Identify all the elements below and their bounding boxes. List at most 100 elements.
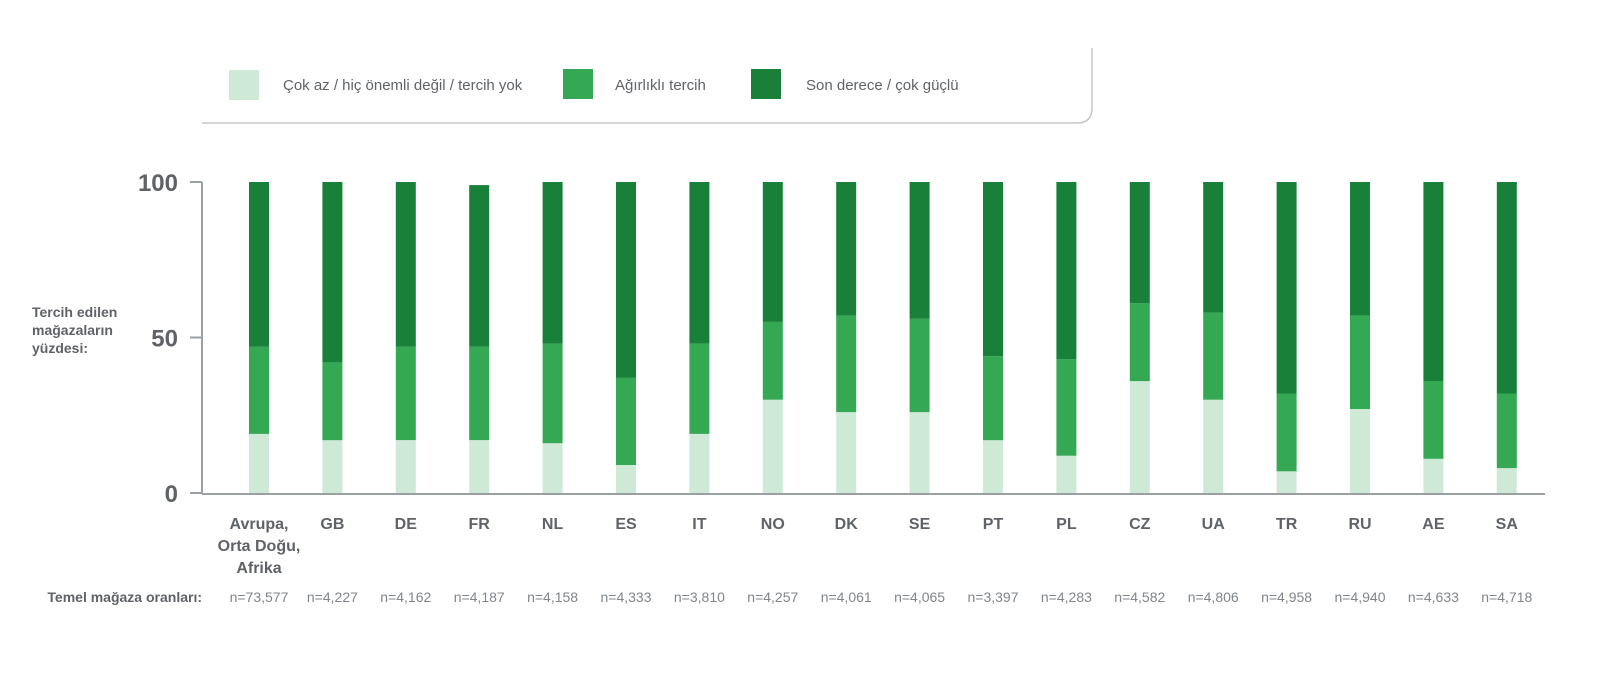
bar-segment (1203, 312, 1224, 400)
sample-size-labels: n=73,577 n=4,227 n=4,162 n=4,187 n=4,158 n=4,… (230, 589, 1533, 605)
y-tick-label: 0 (165, 481, 178, 508)
x-tick-label: FR (469, 516, 491, 533)
bar-segment (542, 182, 563, 344)
bar-segment (689, 343, 710, 434)
bar-segment (762, 399, 783, 493)
sample-size-label: n=4,718 (1481, 589, 1532, 605)
sample-size-label: n=4,061 (821, 589, 872, 605)
bar-segment (1056, 455, 1077, 493)
sample-size-label: n=4,257 (747, 589, 798, 605)
y-axis-label-line-1: Tercih edilen (32, 304, 117, 320)
sample-size-label: n=4,283 (1041, 589, 1092, 605)
bar-segment (909, 318, 930, 413)
y-tick-label: 100 (138, 170, 178, 197)
y-axis-label-line-2: mağazaların (32, 322, 113, 338)
sample-size-label: n=4,806 (1188, 589, 1239, 605)
x-tick-label: Avrupa, Orta Doğu, Afrika (218, 516, 301, 577)
bar-segment (1350, 315, 1370, 409)
x-tick-label: TR (1276, 516, 1298, 533)
bar-segment (1276, 393, 1297, 472)
sample-size-label: n=4,158 (527, 589, 578, 605)
x-tick-label: IT (692, 516, 706, 533)
x-tick-label: GB (320, 516, 344, 533)
y-tick-label: 50 (151, 326, 178, 353)
y-axis-label: Tercih edilen mağazaların yüzdesi: (32, 304, 117, 356)
x-tick-label: RU (1348, 516, 1371, 533)
x-tick-label: NL (542, 516, 564, 533)
legend-swatch-strong (751, 69, 781, 99)
bar-segment (762, 182, 783, 322)
bar-segment (1056, 359, 1077, 456)
bar-segment (469, 185, 490, 347)
sample-size-label: n=73,577 (230, 589, 289, 605)
bar-segment (1276, 471, 1297, 493)
sample-size-label: n=4,065 (894, 589, 945, 605)
bar-segment (249, 433, 269, 493)
sample-size-label: n=4,227 (307, 589, 358, 605)
bar-segment (1350, 409, 1370, 493)
bar-segment (469, 440, 490, 493)
bar-segment (542, 443, 563, 493)
bar-segment (762, 321, 783, 400)
bar-segment (1276, 182, 1297, 394)
x-tick-label: DE (395, 516, 418, 533)
bars (249, 182, 1517, 493)
sample-size-label: n=4,333 (601, 589, 652, 605)
bar-segment (1203, 399, 1224, 493)
bar-segment (1423, 182, 1444, 381)
n-row-label: Temel mağaza oranları: (47, 589, 202, 605)
x-tick-label: ES (615, 516, 637, 533)
x-tick-label: SA (1496, 516, 1519, 533)
bar-segment (983, 440, 1003, 493)
bar-segment (616, 377, 636, 465)
bar-segment (1129, 381, 1150, 493)
x-tick-label: UA (1202, 516, 1226, 533)
bar-segment (616, 465, 636, 493)
sample-size-label: n=4,582 (1114, 589, 1165, 605)
legend-label-low: Çok az / hiç önemli değil / tercih yok (283, 77, 523, 94)
sample-size-label: n=4,187 (454, 589, 505, 605)
bar-segment (395, 182, 416, 347)
bar-segment (1496, 468, 1517, 493)
bar-segment (689, 433, 710, 493)
bar-segment (1056, 182, 1077, 360)
sample-size-label: n=4,958 (1261, 589, 1312, 605)
legend-label-mostly: Ağırlıklı tercih (615, 77, 706, 94)
x-tick-label: DK (835, 516, 859, 533)
bar-segment (1496, 393, 1517, 469)
bar-segment (322, 182, 343, 363)
legend-frame (202, 48, 1093, 124)
y-axis-label-line-3: yüzdesi: (32, 340, 88, 356)
x-tick-label: PL (1056, 516, 1077, 533)
bar-segment (469, 346, 490, 441)
x-tick-label: CZ (1129, 516, 1151, 533)
bar-segment (1350, 182, 1370, 316)
bar-segment (322, 440, 343, 493)
x-tick-label: AE (1422, 516, 1445, 533)
bar-segment (983, 356, 1003, 441)
bar-segment (836, 412, 857, 493)
sample-size-label: n=3,810 (674, 589, 725, 605)
bar-segment (395, 346, 416, 441)
x-tick-label: PT (983, 516, 1004, 533)
bar-segment (616, 182, 636, 378)
bar-segment (1129, 303, 1150, 382)
sample-size-label: n=4,633 (1408, 589, 1459, 605)
bar-segment (1423, 458, 1444, 493)
x-tick-label: NO (761, 516, 785, 533)
bar-segment (1423, 381, 1444, 459)
sample-size-label: n=3,397 (968, 589, 1019, 605)
bar-segment (909, 412, 930, 493)
bar-segment (836, 182, 857, 316)
sample-size-label: n=4,162 (380, 589, 431, 605)
bar-segment (836, 315, 857, 413)
bar-segment (1496, 182, 1517, 394)
legend-swatch-low (229, 70, 259, 100)
axes: 0 50 100 (138, 170, 1545, 508)
bar-segment (1129, 182, 1150, 304)
bar-segment (322, 362, 343, 441)
legend-swatch-mostly (563, 69, 593, 99)
bar-segment (542, 343, 563, 444)
bar-segment (983, 182, 1003, 357)
